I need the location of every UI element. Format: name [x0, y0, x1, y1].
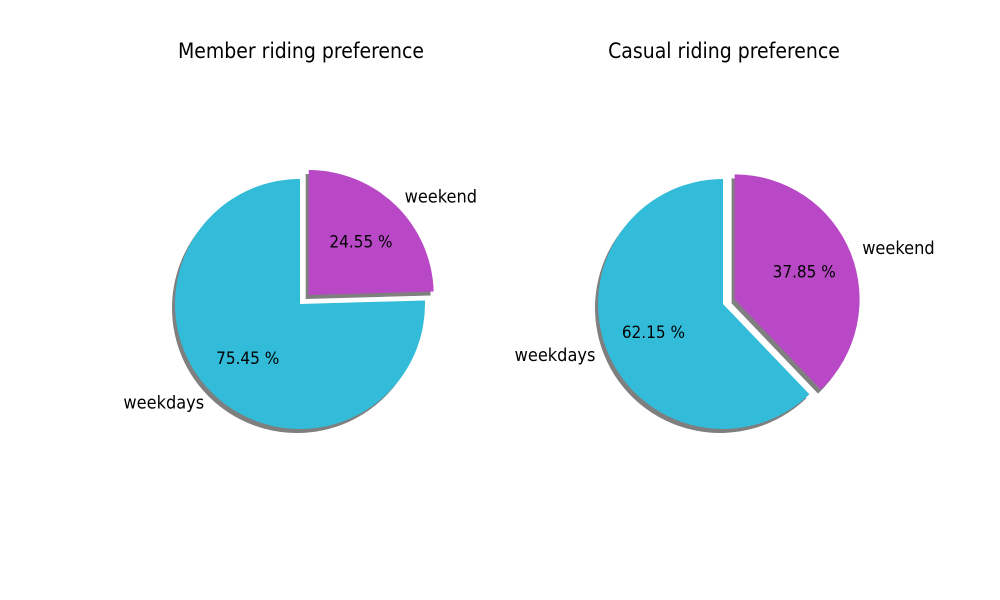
casual-weekend-category-label: weekend — [862, 238, 934, 259]
casual-weekend-percent-label: 37.85 % — [773, 262, 836, 282]
casual-chart-title: Casual riding preference — [608, 39, 840, 63]
member-weekdays-slice — [174, 179, 425, 430]
casual-weekdays-category-label: weekdays — [515, 345, 596, 366]
member-pie-chart: Member riding preference 24.55 % weekend 7… — [123, 39, 477, 433]
member-chart-title: Member riding preference — [178, 39, 424, 63]
member-weekend-slice — [308, 170, 434, 296]
member-weekend-percent-label: 24.55 % — [329, 232, 392, 252]
member-weekend-category-label: weekend — [405, 186, 477, 207]
casual-weekdays-percent-label: 62.15 % — [622, 323, 685, 343]
member-weekdays-category-label: weekdays — [123, 393, 204, 414]
casual-weekdays-slice — [597, 178, 810, 429]
member-weekdays-percent-label: 75.45 % — [216, 349, 279, 369]
casual-pie-chart: Casual riding preference 37.85 % weekend 6… — [515, 39, 935, 434]
casual-weekend-slice — [734, 174, 860, 390]
